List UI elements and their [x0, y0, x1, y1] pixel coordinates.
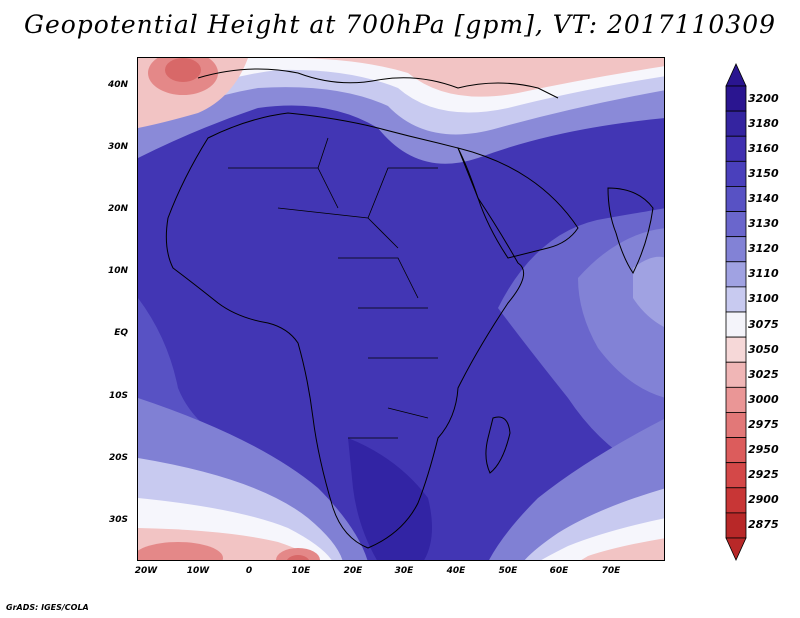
colorbar-min-arrow	[725, 537, 747, 561]
colorbar-swatch	[725, 487, 747, 514]
colorbar-swatch	[725, 135, 747, 162]
lat-label-30s: 30S	[108, 515, 128, 525]
colorbar-swatch	[725, 236, 747, 263]
colorbar	[725, 63, 747, 561]
colorbar-label: 3075	[748, 317, 779, 331]
colorbar-swatch	[725, 286, 747, 313]
colorbar-label: 2950	[748, 443, 779, 457]
lon-label-50e: 50E	[498, 566, 518, 576]
colorbar-swatch	[725, 110, 747, 137]
field-red-nw-core	[165, 58, 201, 82]
map-title: Geopotential Height at 700hPa [gpm], VT:…	[23, 10, 777, 39]
lon-label-60e: 60E	[549, 566, 569, 576]
lon-label-30e: 30E	[394, 566, 414, 576]
lat-label-20s: 20S	[108, 453, 128, 463]
country-borders	[228, 137, 438, 439]
colorbar-label: 2900	[748, 493, 779, 507]
lat-label-10n: 10N	[107, 266, 128, 276]
field-deep-sa	[348, 438, 432, 560]
lon-label-10w: 10W	[186, 566, 210, 576]
field-pink-south-e	[581, 538, 664, 560]
field-red-sw	[138, 542, 223, 560]
europe-coastline	[197, 68, 559, 99]
colorbar-label: 3000	[748, 392, 779, 406]
africa-coastline	[165, 112, 525, 549]
arabia-coastline	[457, 147, 579, 259]
colorbar-label: 3180	[748, 116, 779, 130]
colorbar-swatch	[725, 160, 747, 187]
lon-label-70e: 70E	[601, 566, 621, 576]
colorbar-label: 2875	[748, 518, 779, 532]
colorbar-swatch	[725, 386, 747, 413]
lon-label-20e: 20E	[343, 566, 363, 576]
colorbar-label: 3025	[748, 367, 779, 381]
lon-label-20w: 20W	[134, 566, 158, 576]
lat-label-30n: 30N	[107, 142, 128, 152]
colorbar-label: 3110	[748, 267, 779, 281]
field-red-s	[276, 548, 320, 560]
lat-label-10s: 10S	[108, 391, 128, 401]
colorbar-label: 3100	[748, 292, 779, 306]
colorbar-label: 3160	[748, 141, 779, 155]
colorbar-max-arrow	[725, 63, 747, 87]
colorbar-swatch	[725, 512, 747, 539]
lat-label-eq: EQ	[114, 328, 128, 338]
colorbar-label: 3150	[748, 166, 779, 180]
colorbar-swatch	[725, 261, 747, 288]
colorbar-label: 3050	[748, 342, 779, 356]
colorbar-swatch	[725, 462, 747, 489]
colorbar-swatch	[725, 311, 747, 338]
lon-label-0: 0	[245, 566, 253, 576]
colorbar-label: 3120	[748, 242, 779, 256]
colorbar-swatch	[725, 361, 747, 388]
lat-label-20n: 20N	[107, 204, 128, 214]
colorbar-swatch	[725, 85, 747, 112]
lon-label-40e: 40E	[446, 566, 466, 576]
colorbar-swatch	[725, 412, 747, 438]
colorbar-label: 3130	[748, 217, 779, 231]
grads-credit: GrADS: IGES/COLA	[6, 603, 89, 612]
colorbar-label: 2975	[748, 418, 779, 431]
colorbar-label: 3200	[748, 91, 779, 105]
field-red-s-core	[286, 555, 310, 560]
colorbar-swatch	[725, 336, 747, 363]
colorbar-swatch	[725, 186, 747, 212]
madagascar-coastline	[485, 416, 511, 474]
geopotential-map	[137, 57, 665, 561]
lon-label-10e: 10E	[291, 566, 311, 576]
colorbar-swatch	[725, 437, 747, 464]
colorbar-label: 3140	[748, 192, 779, 205]
colorbar-swatch	[725, 211, 747, 238]
india-coastline	[607, 187, 654, 274]
field-paler-east	[633, 256, 664, 327]
lat-label-40n: 40N	[107, 80, 128, 90]
colorbar-label: 2925	[748, 468, 779, 482]
